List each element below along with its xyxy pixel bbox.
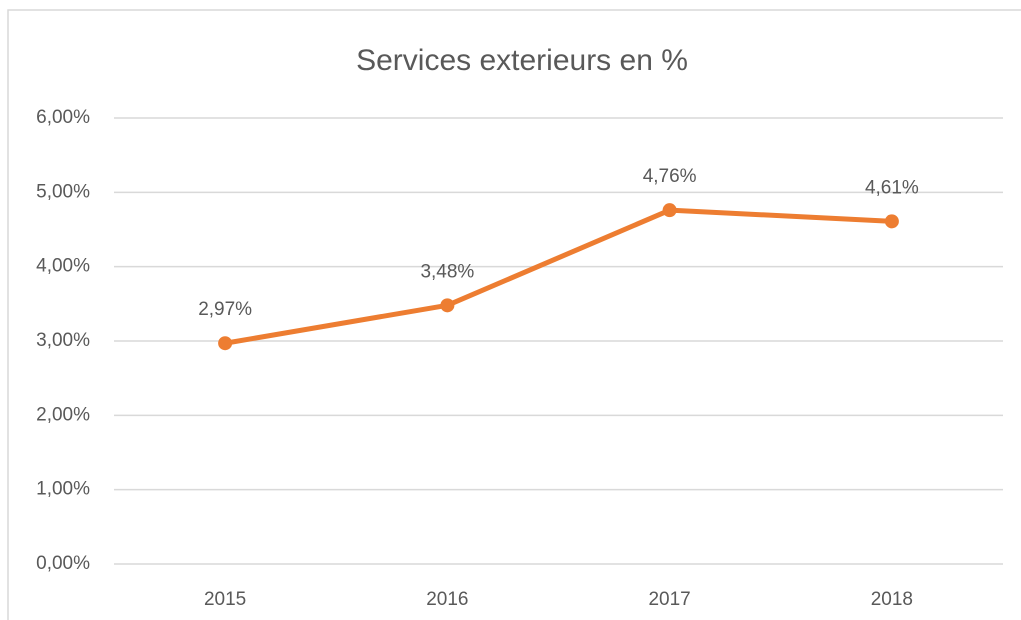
y-tick-label: 1,00%: [36, 479, 90, 500]
chart-border: [7, 9, 1021, 620]
marker: [662, 203, 677, 218]
x-tick-label: 2017: [648, 589, 690, 610]
marker: [440, 298, 455, 313]
data-label: 4,76%: [643, 166, 697, 187]
y-tick-label: 3,00%: [36, 330, 90, 351]
marker: [884, 214, 899, 229]
data-label: 3,48%: [420, 261, 474, 282]
y-tick-label: 0,00%: [36, 553, 90, 574]
y-tick-label: 5,00%: [36, 181, 90, 202]
data-label: 4,61%: [865, 177, 919, 198]
marker: [218, 336, 233, 351]
y-tick-label: 4,00%: [36, 256, 90, 277]
x-tick-label: 2018: [871, 589, 913, 610]
chart-title: Services exterieurs en %: [356, 44, 688, 77]
data-label: 2,97%: [198, 299, 252, 320]
line: [224, 207, 893, 346]
x-tick-label: 2015: [204, 589, 246, 610]
y-tick-label: 6,00%: [36, 107, 90, 128]
x-tick-label: 2016: [426, 589, 468, 610]
y-tick-label: 2,00%: [36, 404, 90, 425]
